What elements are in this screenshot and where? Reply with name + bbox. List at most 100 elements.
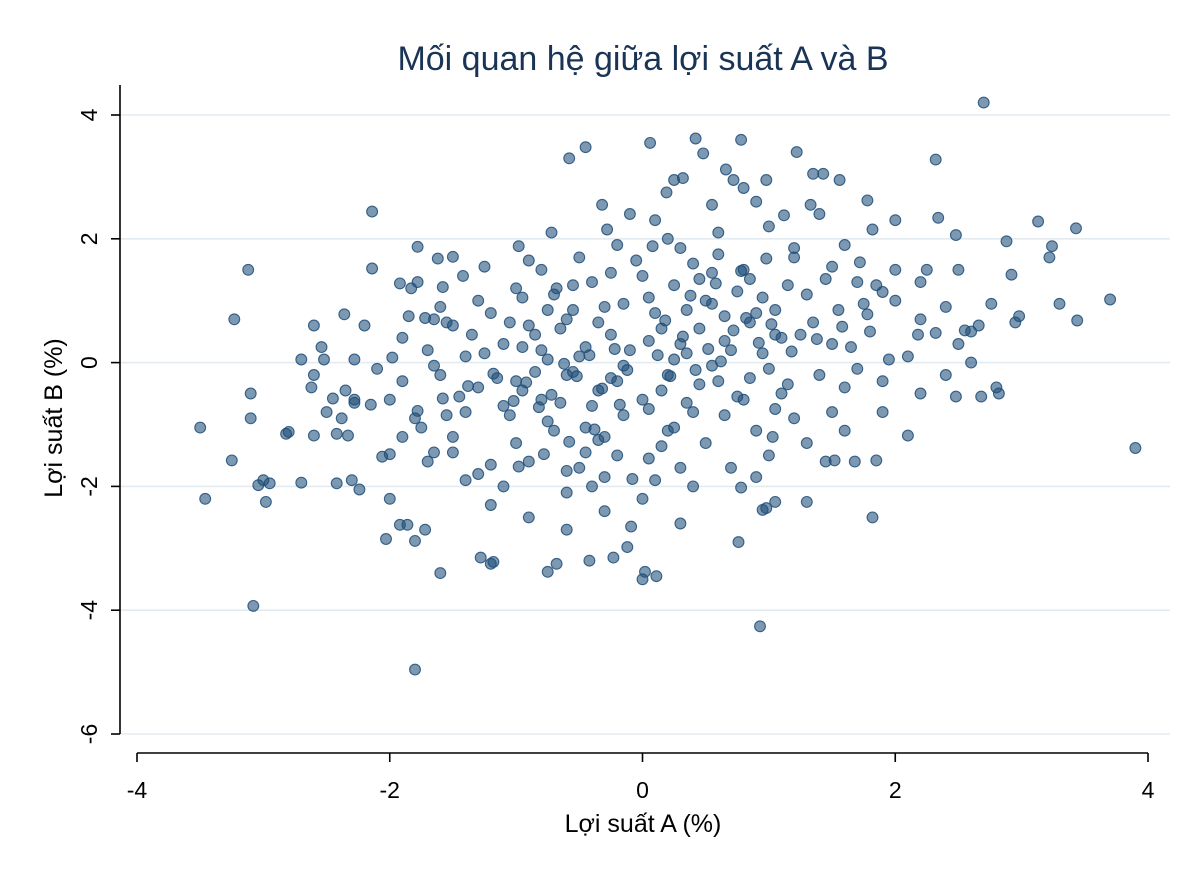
- data-point: [573, 350, 586, 363]
- data-point: [766, 430, 779, 443]
- data-point: [650, 570, 663, 583]
- data-point: [446, 430, 459, 443]
- data-point: [676, 172, 689, 185]
- data-point: [554, 396, 567, 409]
- data-point: [649, 474, 662, 487]
- data-point: [305, 381, 318, 394]
- data-point: [737, 182, 750, 194]
- data-point: [396, 375, 409, 388]
- data-point: [952, 263, 965, 276]
- data-point: [819, 273, 832, 285]
- data-point: [558, 357, 571, 370]
- data-point: [338, 308, 351, 321]
- data-point: [383, 448, 396, 461]
- data-point: [573, 461, 586, 474]
- data-point: [756, 291, 769, 304]
- data-point: [706, 198, 718, 211]
- y-tick-label: -6: [76, 724, 102, 744]
- data-point: [769, 328, 782, 341]
- data-point: [510, 282, 523, 295]
- data-point: [560, 523, 573, 536]
- data-point: [554, 322, 567, 335]
- data-point: [731, 390, 744, 403]
- data-point: [914, 313, 927, 326]
- data-point: [436, 392, 449, 405]
- data-point: [307, 369, 320, 381]
- data-point: [411, 240, 424, 253]
- data-point: [636, 492, 649, 505]
- data-point: [522, 254, 535, 267]
- data-point: [419, 312, 432, 324]
- data-point: [320, 406, 333, 419]
- data-point: [838, 424, 851, 437]
- data-point: [339, 384, 352, 397]
- data-point: [864, 325, 876, 338]
- data-point: [804, 198, 817, 211]
- data-point: [636, 393, 649, 406]
- data-point: [693, 322, 706, 335]
- data-point: [851, 362, 864, 375]
- data-point: [541, 415, 554, 428]
- data-point: [807, 316, 820, 329]
- data-point: [762, 220, 775, 233]
- data-point: [586, 399, 598, 412]
- x-tick-label: 0: [636, 777, 649, 803]
- data-point: [646, 240, 659, 253]
- data-point: [800, 437, 813, 450]
- data-point: [857, 297, 870, 310]
- data-point: [813, 208, 826, 220]
- data-point: [743, 372, 756, 385]
- data-point: [545, 388, 558, 401]
- data-point: [760, 252, 773, 265]
- data-point: [642, 452, 655, 465]
- data-point: [550, 557, 563, 570]
- data-point: [664, 370, 677, 383]
- data-point: [446, 446, 459, 459]
- data-point: [1104, 293, 1117, 306]
- data-point: [838, 381, 851, 394]
- data-point: [318, 353, 330, 366]
- data-point: [478, 260, 491, 273]
- data-point: [596, 382, 609, 395]
- data-point: [263, 477, 276, 490]
- data-point: [512, 460, 525, 473]
- data-point: [617, 297, 630, 310]
- data-point: [383, 393, 396, 406]
- data-point: [985, 297, 998, 310]
- data-point: [754, 620, 766, 633]
- data-point: [718, 310, 731, 323]
- data-point: [421, 344, 434, 357]
- data-point: [659, 314, 672, 327]
- data-point: [421, 455, 434, 468]
- data-point: [765, 318, 778, 331]
- data-point: [611, 449, 624, 462]
- data-point: [740, 312, 753, 324]
- data-point: [719, 163, 732, 176]
- data-point: [512, 240, 525, 253]
- data-point: [428, 446, 440, 459]
- data-point: [436, 281, 449, 294]
- data-point: [732, 536, 745, 549]
- data-point: [832, 304, 845, 316]
- data-point: [586, 276, 598, 289]
- data-point: [939, 369, 952, 381]
- data-point: [697, 147, 710, 160]
- data-point: [790, 146, 803, 159]
- data-point: [522, 319, 535, 332]
- data-point: [252, 479, 265, 492]
- data-point: [756, 347, 769, 360]
- data-point: [295, 353, 308, 366]
- data-point: [608, 343, 621, 355]
- data-point: [775, 387, 788, 400]
- data-point: [415, 421, 428, 434]
- axes: -6 -4 -2 0 2 4 -4 -2 0 2 4: [76, 85, 1155, 803]
- data-point: [828, 454, 841, 467]
- data-point: [689, 132, 702, 145]
- data-point: [939, 300, 952, 313]
- data-point: [735, 481, 748, 494]
- data-point: [402, 310, 415, 323]
- data-point: [446, 250, 459, 263]
- y-tick-label: 0: [76, 356, 102, 369]
- data-point: [889, 263, 902, 276]
- data-point: [520, 376, 533, 389]
